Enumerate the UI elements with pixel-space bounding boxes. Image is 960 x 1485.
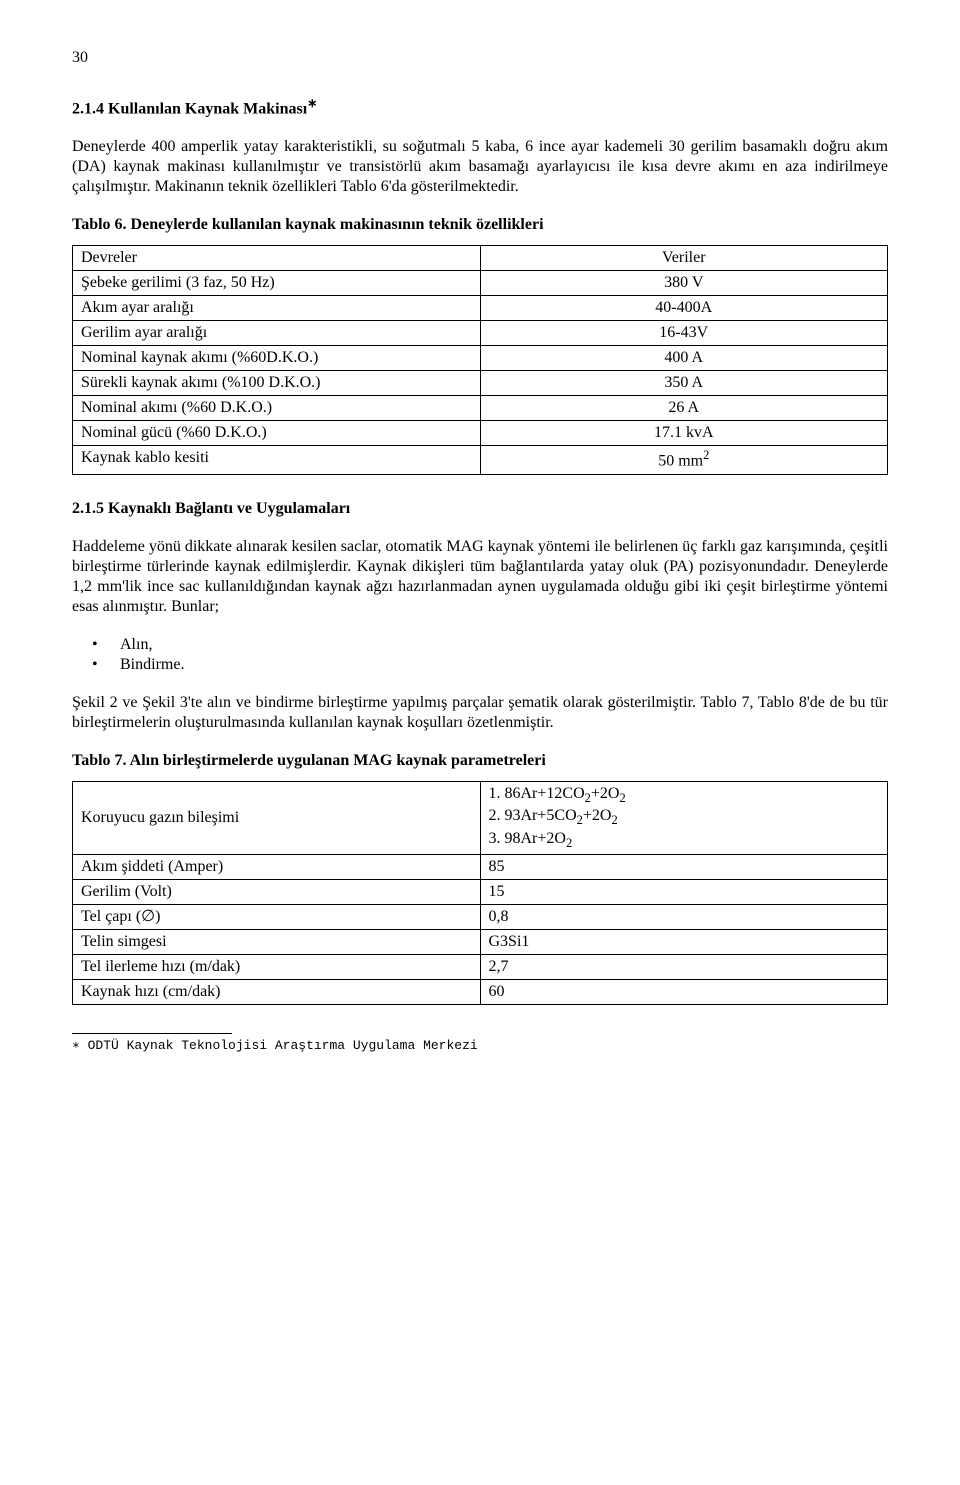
table-row: Kaynak kablo kesiti 50 mm2 bbox=[73, 446, 888, 474]
table-cell-value: 60 bbox=[480, 980, 888, 1005]
table-cell-label: Gerilim (Volt) bbox=[73, 880, 481, 905]
gas-prefix: 3. 98Ar+2O bbox=[489, 830, 566, 847]
table6-caption: Tablo 6. Deneylerde kullanılan kaynak ma… bbox=[72, 215, 888, 235]
table-row: Kaynak hızı (cm/dak) 60 bbox=[73, 980, 888, 1005]
table-cell-label: Tel çapı (∅) bbox=[73, 905, 481, 930]
table-row: Akım şiddeti (Amper) 85 bbox=[73, 855, 888, 880]
gas-sub2: 2 bbox=[619, 791, 625, 805]
gas-mid: +2O bbox=[591, 785, 620, 802]
value-base: 50 mm bbox=[658, 453, 703, 470]
value-sup: 2 bbox=[703, 448, 709, 462]
table-cell-value: 40-400A bbox=[480, 296, 888, 321]
gas-sub: 2 bbox=[566, 836, 572, 850]
table7-caption: Tablo 7. Alın birleştirmelerde uygulanan… bbox=[72, 751, 888, 771]
gas-line: 3. 98Ar+2O2 bbox=[489, 829, 880, 852]
list-item: Alın, bbox=[120, 635, 888, 655]
footnote: ∗ ODTÜ Kaynak Teknolojisi Araştırma Uygu… bbox=[72, 1038, 888, 1054]
gas-prefix: 2. 93Ar+5CO bbox=[489, 807, 577, 824]
table-cell-value: 350 A bbox=[480, 371, 888, 396]
table-cell-label: Akım ayar aralığı bbox=[73, 296, 481, 321]
table-cell-label: Akım şiddeti (Amper) bbox=[73, 855, 481, 880]
footnote-rule bbox=[72, 1033, 232, 1034]
page-number: 30 bbox=[72, 48, 888, 68]
table-cell-label: Telin simgesi bbox=[73, 930, 481, 955]
gas-line: 1. 86Ar+12CO2+2O2 bbox=[489, 784, 880, 807]
table-cell-value: 15 bbox=[480, 880, 888, 905]
table-row: Nominal akımı (%60 D.K.O.) 26 A bbox=[73, 396, 888, 421]
table-cell-label: Koruyucu gazın bileşimi bbox=[73, 781, 481, 854]
table-row: Nominal kaynak akımı (%60D.K.O.) 400 A bbox=[73, 346, 888, 371]
section-1-paragraph: Deneylerde 400 amperlik yatay karakteris… bbox=[72, 137, 888, 197]
bullet-list: Alın, Bindirme. bbox=[72, 635, 888, 675]
table-cell-label: Şebeke gerilimi (3 faz, 50 Hz) bbox=[73, 271, 481, 296]
footnote-marker: ∗ bbox=[72, 1038, 80, 1053]
section-2-paragraph-1: Haddeleme yönü dikkate alınarak kesilen … bbox=[72, 537, 888, 617]
table-row: Koruyucu gazın bileşimi 1. 86Ar+12CO2+2O… bbox=[73, 781, 888, 854]
section-title-1: 2.1.4 Kullanılan Kaynak Makinası∗ bbox=[72, 96, 888, 119]
table-cell-label: Nominal gücü (%60 D.K.O.) bbox=[73, 421, 481, 446]
table-row: Sürekli kaynak akımı (%100 D.K.O.) 350 A bbox=[73, 371, 888, 396]
table-cell-label: Tel ilerleme hızı (m/dak) bbox=[73, 955, 481, 980]
table-row: Tel çapı (∅) 0,8 bbox=[73, 905, 888, 930]
title-footnote-marker: ∗ bbox=[307, 96, 317, 110]
table-row: Devreler Veriler bbox=[73, 246, 888, 271]
table-row: Akım ayar aralığı 40-400A bbox=[73, 296, 888, 321]
table-row: Gerilim ayar aralığı 16-43V bbox=[73, 321, 888, 346]
table6: Devreler Veriler Şebeke gerilimi (3 faz,… bbox=[72, 245, 888, 474]
table-cell-value: 380 V bbox=[480, 271, 888, 296]
table-cell-label: Devreler bbox=[73, 246, 481, 271]
table-cell-label: Kaynak kablo kesiti bbox=[73, 446, 481, 474]
section-title-1-text: 2.1.4 Kullanılan Kaynak Makinası bbox=[72, 100, 307, 117]
table-row: Gerilim (Volt) 15 bbox=[73, 880, 888, 905]
table-cell-value: G3Si1 bbox=[480, 930, 888, 955]
gas-line: 2. 93Ar+5CO2+2O2 bbox=[489, 806, 880, 829]
table-cell-value: 400 A bbox=[480, 346, 888, 371]
table-cell-value: 17.1 kvA bbox=[480, 421, 888, 446]
table-cell-value: 16-43V bbox=[480, 321, 888, 346]
table7: Koruyucu gazın bileşimi 1. 86Ar+12CO2+2O… bbox=[72, 781, 888, 1005]
table-cell-value: 2,7 bbox=[480, 955, 888, 980]
gas-mid: +2O bbox=[583, 807, 612, 824]
gas-sub2: 2 bbox=[611, 814, 617, 828]
table-cell-value: 1. 86Ar+12CO2+2O2 2. 93Ar+5CO2+2O2 3. 98… bbox=[480, 781, 888, 854]
table-cell-value: Veriler bbox=[480, 246, 888, 271]
gas-prefix: 1. 86Ar+12CO bbox=[489, 785, 585, 802]
table-cell-label: Nominal kaynak akımı (%60D.K.O.) bbox=[73, 346, 481, 371]
section-title-2: 2.1.5 Kaynaklı Bağlantı ve Uygulamaları bbox=[72, 499, 888, 519]
table-cell-label: Nominal akımı (%60 D.K.O.) bbox=[73, 396, 481, 421]
table-row: Tel ilerleme hızı (m/dak) 2,7 bbox=[73, 955, 888, 980]
footnote-text: ODTÜ Kaynak Teknolojisi Araştırma Uygula… bbox=[80, 1038, 478, 1053]
table-cell-value: 0,8 bbox=[480, 905, 888, 930]
table-row: Telin simgesi G3Si1 bbox=[73, 930, 888, 955]
table-cell-value: 85 bbox=[480, 855, 888, 880]
table-cell-label: Sürekli kaynak akımı (%100 D.K.O.) bbox=[73, 371, 481, 396]
table-cell-label: Gerilim ayar aralığı bbox=[73, 321, 481, 346]
table-cell-label: Kaynak hızı (cm/dak) bbox=[73, 980, 481, 1005]
table-row: Şebeke gerilimi (3 faz, 50 Hz) 380 V bbox=[73, 271, 888, 296]
table-row: Nominal gücü (%60 D.K.O.) 17.1 kvA bbox=[73, 421, 888, 446]
table-cell-value: 26 A bbox=[480, 396, 888, 421]
list-item: Bindirme. bbox=[120, 655, 888, 675]
section-2-paragraph-2: Şekil 2 ve Şekil 3'te alın ve bindirme b… bbox=[72, 693, 888, 733]
table-cell-value: 50 mm2 bbox=[480, 446, 888, 474]
